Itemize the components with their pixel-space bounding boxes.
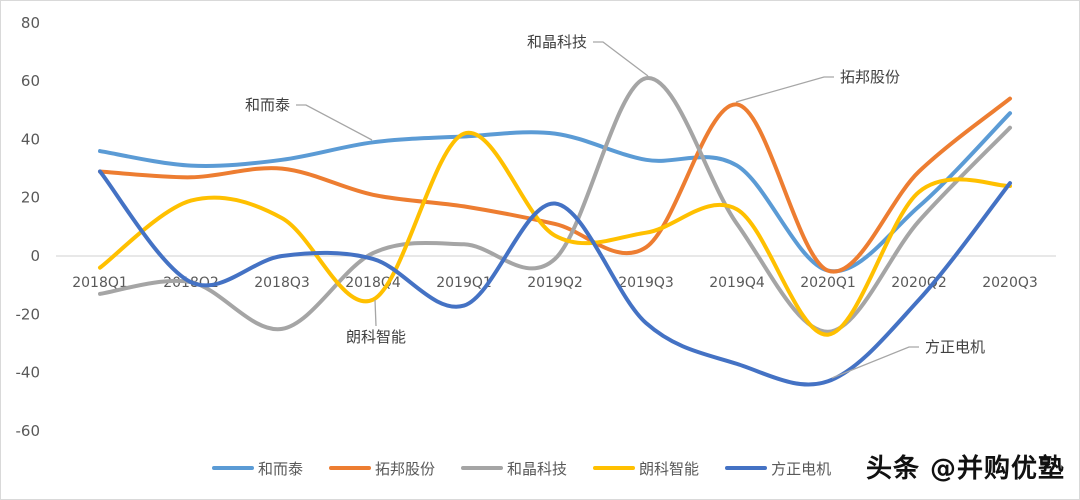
series-line [98,169,1012,387]
y-tick-label: -20 [16,305,41,323]
y-tick-label: -60 [16,422,41,440]
legend-swatch [212,466,254,470]
legend-item: 和而泰 [212,458,303,479]
callout-leader-line [296,104,373,141]
x-axis: 2018Q1 2018Q2 2018Q3 2018Q4 2019Q1 2019Q2 2019… [56,255,1056,291]
legend-swatch [461,466,504,470]
x-tick-label: 2019Q4 [709,275,765,291]
series-line [98,130,1012,337]
callout-leader-line [735,76,834,103]
legend-label: 朗科智能 [639,459,700,478]
y-axis: 80 60 40 20 0 -20 -40 -60 [16,14,41,440]
x-tick-label: 2019Q1 [436,275,492,291]
callout-leader-line [831,346,919,379]
x-tick-label: 2018Q3 [254,275,310,291]
legend-swatch [725,466,768,470]
legend: 和而泰 拓邦股份 和晶科技 朗科智能 方正电机 [212,456,831,480]
x-tick-label: 2018Q1 [72,275,128,291]
legend-label: 和而泰 [258,459,304,478]
callout-leader-line [374,299,377,327]
callout-label: 拓邦股份 [840,68,900,86]
x-tick-label: 2020Q3 [982,275,1038,291]
callout-label: 和而泰 [245,96,290,114]
series-line [98,96,1012,274]
y-tick-label: 0 [30,247,40,265]
legend-label: 拓邦股份 [375,459,436,478]
legend-label: 和晶科技 [507,459,568,478]
legend-swatch [593,466,636,470]
y-tick-label: 40 [21,130,40,148]
legend-item: 拓邦股份 [329,458,435,479]
legend-item: 朗科智能 [593,458,699,479]
series-line [98,76,1012,334]
y-tick-label: -40 [16,364,41,382]
callout-leader-line [593,41,649,77]
y-tick-label: 20 [21,189,40,207]
x-tick-label: 2019Q2 [527,275,583,291]
legend-label: 方正电机 [771,459,832,478]
callout-label: 朗科智能 [346,328,406,346]
callout-label: 方正电机 [925,338,985,356]
y-tick-label: 80 [21,14,40,32]
callout-label: 和晶科技 [527,33,587,51]
x-tick-label: 2020Q1 [800,275,856,291]
x-tick-label: 2019Q3 [618,275,674,291]
series-line [98,111,1012,274]
legend-swatch [329,466,372,470]
x-tick-label: 2020Q2 [891,275,947,291]
watermark: 头条 @并购优塾 [866,454,1066,484]
legend-item: 方正电机 [725,458,831,479]
legend-item: 和晶科技 [461,458,567,479]
series-lines [98,76,1012,387]
y-tick-label: 60 [21,72,40,90]
